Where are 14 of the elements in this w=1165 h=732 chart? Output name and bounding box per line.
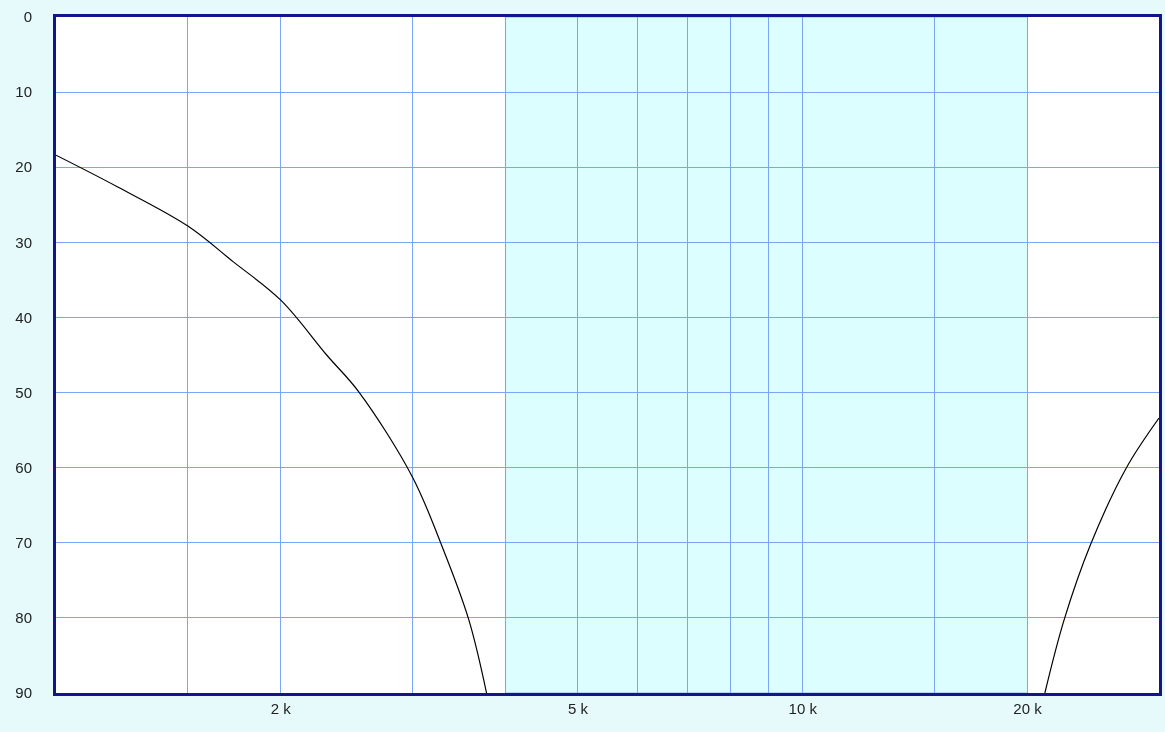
y-tick-label: 0 [23,8,32,26]
y-tick-label: 60 [15,458,32,476]
x-tick-label: 20 k [1013,700,1043,717]
y-tick-label: 30 [15,233,32,251]
y-tick-label: 90 [15,684,32,702]
y-tick-label: 20 [15,158,32,176]
y-tick-label: 10 [15,83,32,101]
y-tick-label: 40 [15,308,32,326]
y-tick-label: 50 [15,383,32,401]
y-tick-label: 70 [15,534,32,552]
x-tick-label: 10 k [788,700,818,717]
x-tick-label: 2 k [270,700,292,717]
y-tick-label: 80 [15,609,32,627]
x-tick-label: 5 k [567,700,589,717]
